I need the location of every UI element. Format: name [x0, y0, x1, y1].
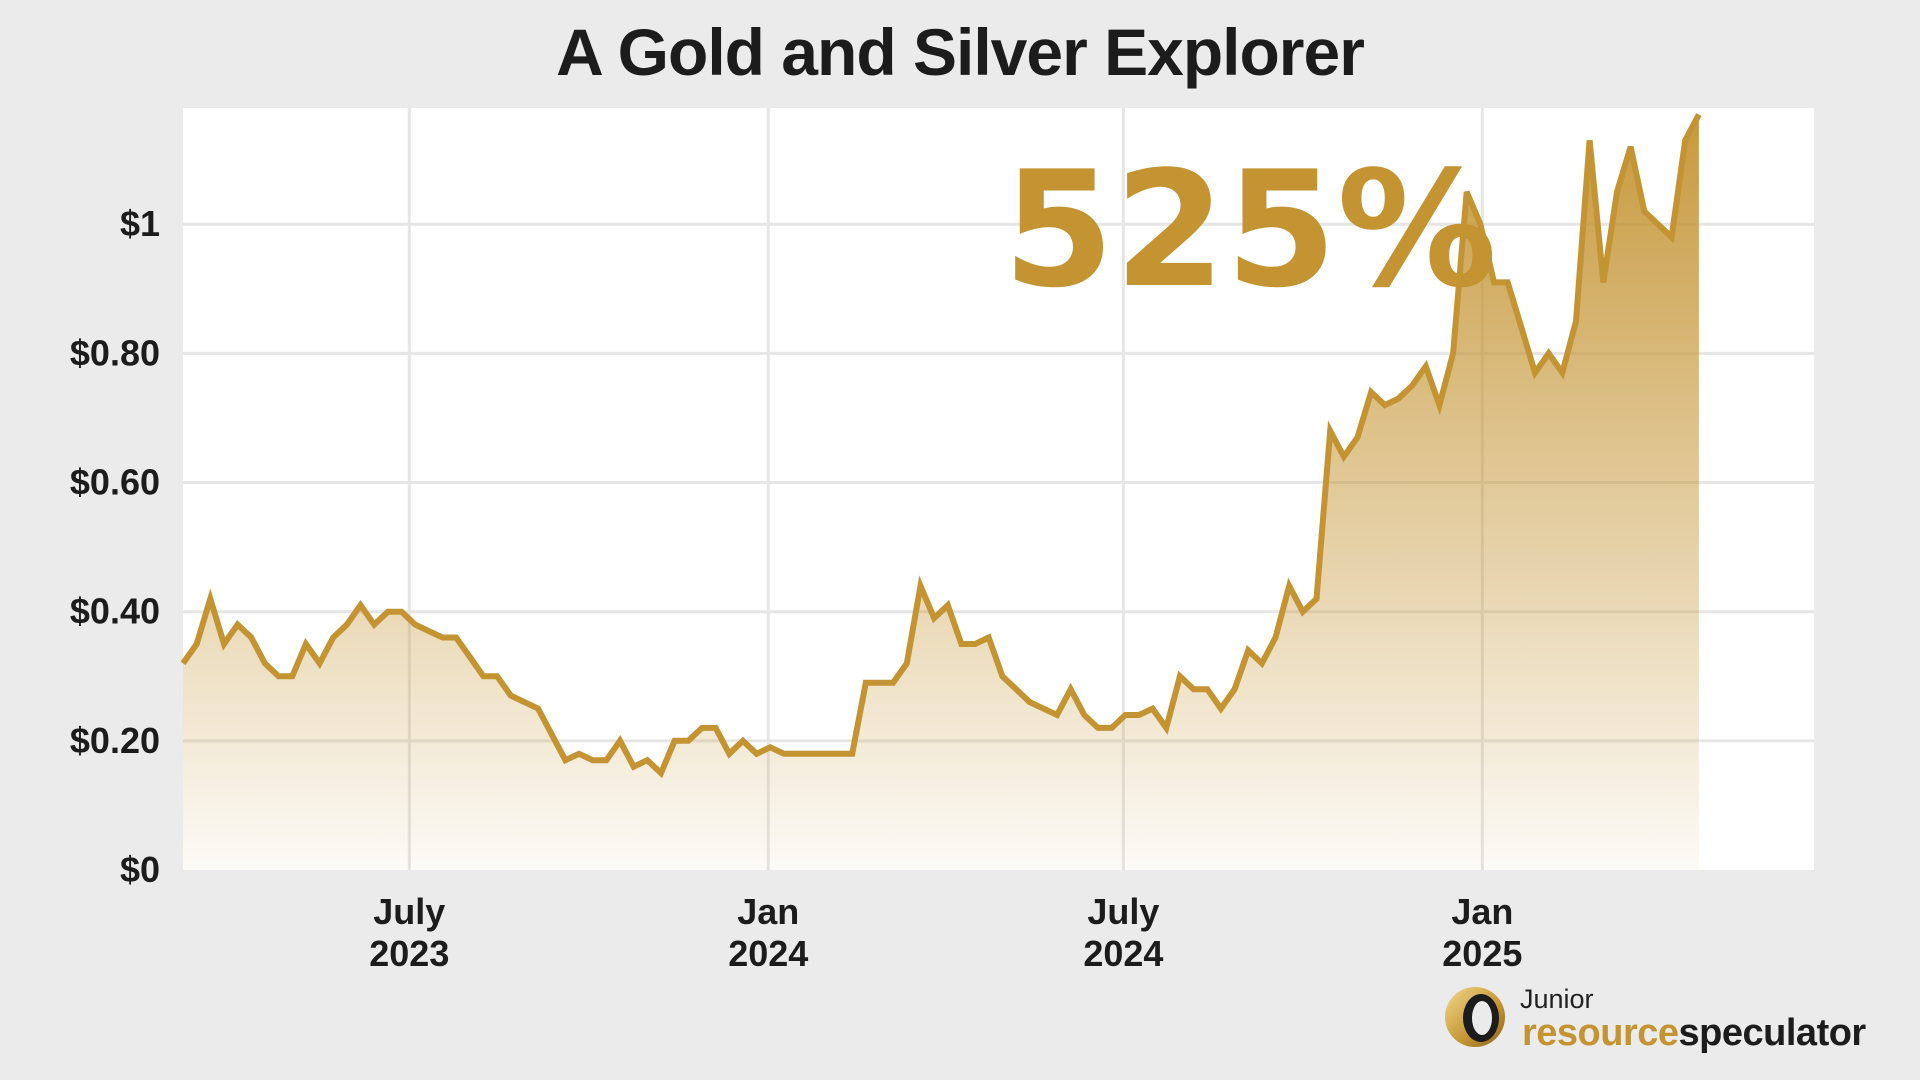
x-tick-label-1-year: 2024	[728, 933, 808, 974]
y-tick-label-0: $0	[120, 849, 160, 890]
logo-word-speculator: speculator	[1678, 1012, 1867, 1054]
logo-word-resource: resource	[1522, 1012, 1679, 1054]
gain-annotation: 525%	[1003, 136, 1497, 323]
series-line	[180, 113, 1702, 779]
x-tick-label-1-month: Jan	[737, 891, 799, 932]
x-tick-label-2-month: July	[1087, 891, 1159, 932]
series-area	[183, 114, 1699, 870]
y-axis: $0 $0.20 $0.40 $0.60 $0.80 $1	[70, 203, 160, 890]
x-tick-label-3-month: Jan	[1451, 891, 1513, 932]
logo-line1: Junior	[1520, 984, 1594, 1014]
x-tick-label-2-year: 2024	[1083, 933, 1163, 974]
brand-logo: Junior resourcespeculator	[1440, 980, 1900, 1058]
logo-ring-icon	[1445, 987, 1505, 1047]
y-tick-label-2: $0.40	[70, 591, 160, 632]
y-tick-label-5: $1	[120, 203, 160, 244]
chart-title: A Gold and Silver Explorer	[556, 15, 1365, 89]
x-tick-label-3-year: 2025	[1442, 933, 1522, 974]
y-tick-label-3: $0.60	[70, 462, 160, 503]
x-tick-label-0-month: July	[373, 891, 445, 932]
y-tick-label-4: $0.80	[70, 332, 160, 373]
y-tick-label-1: $0.20	[70, 720, 160, 761]
x-tick-label-0-year: 2023	[369, 933, 449, 974]
logo-line2: resourcespeculator	[1522, 1012, 1866, 1055]
series-group	[180, 113, 1702, 870]
